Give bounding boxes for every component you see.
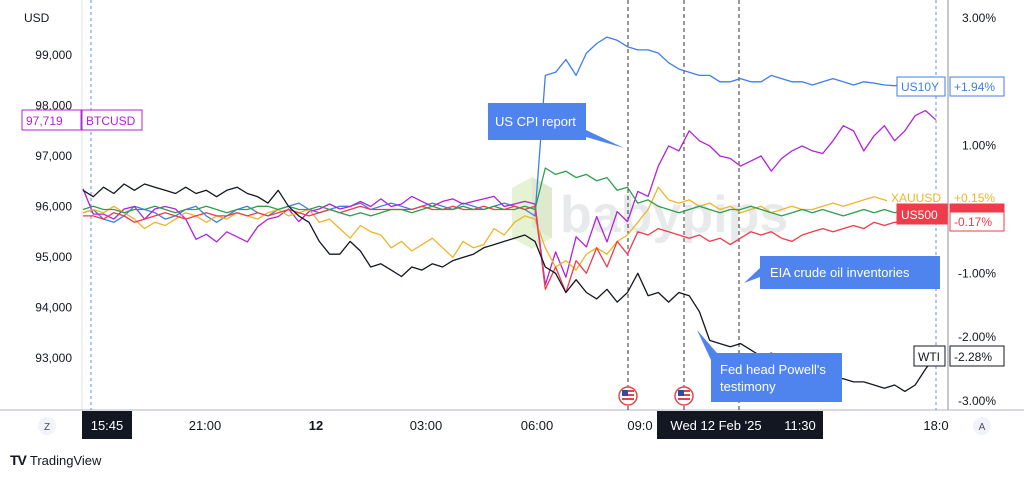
x-axis-tick: 12 (309, 418, 323, 433)
svg-text:Z: Z (44, 422, 50, 433)
us500-name-label: US500 (896, 203, 948, 225)
us10y-value-label: +1.94% (949, 76, 1005, 97)
btcusd-price-label: 97,719 (21, 109, 82, 131)
brand: TV TradingView (10, 452, 101, 468)
left-axis-tick: 95,000 (35, 250, 72, 264)
wti-value-label: -2.28% (949, 345, 1005, 367)
svg-text:A: A (979, 422, 986, 433)
right-axis-tick: 3.00% (962, 11, 996, 25)
series-line-xauusd[interactable] (82, 186, 936, 271)
svg-text:XAUUSD: XAUUSD (891, 191, 941, 205)
crosshair-time-start (82, 411, 132, 439)
x-axis-tick: 18:0 (923, 418, 948, 433)
callout-us-cpi-text: US CPI report (495, 114, 576, 129)
us-flag-icon[interactable] (674, 386, 694, 406)
us10y-name-label: US10Y (896, 76, 946, 97)
svg-text:babypips: babypips (560, 186, 788, 244)
callout-powell-line1: Fed head Powell's (720, 362, 826, 377)
auto-scale-right-button[interactable]: A (973, 417, 991, 435)
x-axis-tick: 11:30 (784, 418, 816, 433)
x-axis-tick: Wed 12 Feb '25 (670, 418, 761, 433)
left-axis-tick: 99,000 (35, 48, 72, 62)
x-axis-tick: 21:00 (189, 418, 222, 433)
svg-text:97,719: 97,719 (26, 114, 63, 128)
series-line-series-4[interactable] (82, 167, 936, 217)
left-axis-unit: USD (24, 11, 50, 25)
callout-eia-text: EIA crude oil inventories (770, 265, 910, 280)
svg-text:-2.28%: -2.28% (954, 350, 992, 364)
right-axis-tick: -2.00% (958, 330, 996, 344)
right-axis-tick: -1.00% (958, 266, 996, 280)
svg-text:US10Y: US10Y (901, 80, 939, 94)
babypips-watermark: babypips (512, 177, 788, 249)
brand-name: TradingView (29, 452, 102, 468)
right-axis-tick: -3.00% (958, 394, 996, 408)
svg-text:+0.15%: +0.15% (954, 191, 995, 205)
x-axis-tick: 15:45 (91, 418, 124, 433)
svg-text:US500: US500 (901, 208, 938, 222)
svg-text:+1.94%: +1.94% (954, 80, 995, 94)
us500-value-label: -0.17% (949, 211, 1005, 232)
auto-scale-left-button[interactable]: Z (38, 417, 56, 435)
callout-eia: EIA crude oil inventories (744, 256, 940, 289)
x-axis-tick: 09:0 (627, 418, 652, 433)
callout-powell-line2: testimony (720, 379, 776, 394)
left-axis-tick: 97,000 (35, 149, 72, 163)
series-line-us500[interactable] (83, 205, 936, 294)
wti-name-label: WTI (913, 345, 946, 367)
crosshair-time-label (657, 411, 823, 439)
series-line-btcusd[interactable] (82, 109, 937, 286)
x-axis-tick: 06:00 (521, 418, 554, 433)
xauusd-name-label: XAUUSD (887, 190, 947, 207)
x-axis-tick: 03:00 (410, 418, 443, 433)
callout-us-cpi: US CPI report (488, 103, 624, 148)
svg-text:-0.17%: -0.17% (954, 215, 992, 229)
btcusd-name-label: BTCUSD (81, 109, 143, 131)
tradingview-logo-icon: TV (10, 452, 27, 468)
xauusd-value-label: +0.15% (950, 190, 1004, 207)
left-axis-tick: 96,000 (35, 200, 72, 214)
left-axis-tick: 98,000 (35, 99, 72, 113)
callout-powell: Fed head Powell's testimony (697, 330, 842, 402)
right-axis-tick: 1.00% (962, 139, 996, 153)
svg-text:WTI: WTI (918, 350, 940, 364)
left-axis-tick: 94,000 (35, 301, 72, 315)
us-flag-icon[interactable] (618, 386, 638, 406)
svg-text:BTCUSD: BTCUSD (86, 114, 136, 128)
left-axis-tick: 93,000 (35, 351, 72, 365)
